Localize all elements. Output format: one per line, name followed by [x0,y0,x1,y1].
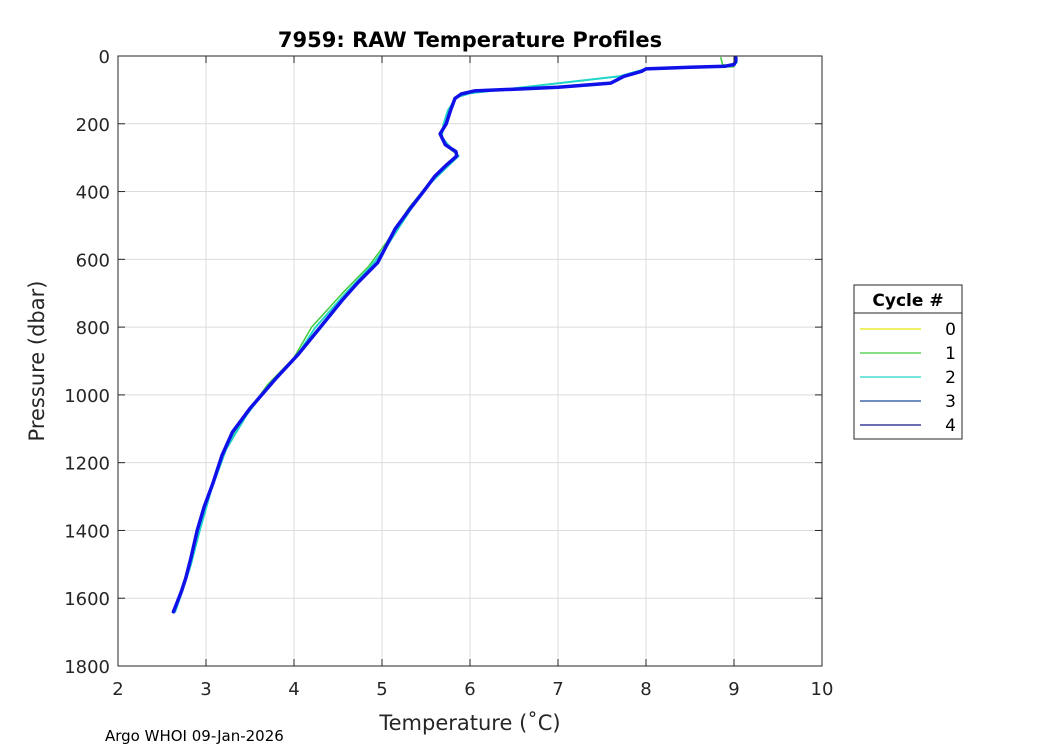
series-layer [171,55,738,614]
legend-title: Cycle # [872,291,943,311]
x-tick-label: 5 [376,679,387,700]
y-tick-label: 1600 [64,589,110,610]
x-tick-label: 10 [811,679,834,700]
y-tick-label: 1800 [64,657,110,678]
legend: Cycle # 0 1 2 3 4 [853,284,963,440]
y-tick-label: 600 [76,250,110,271]
y-tick-label: 1000 [64,386,110,407]
ticks [117,55,823,667]
y-tick-label: 800 [76,318,110,339]
y-tick-label: 1400 [64,521,110,542]
y-tick-label: 1200 [64,454,110,475]
legend-label-cycle-4: 4 [945,416,956,436]
series-line-cycle-4 [171,55,738,614]
x-tick-label: 6 [464,679,475,700]
legend-entries: 0 1 2 3 4 [860,320,956,436]
y-tick-label: 200 [76,115,110,136]
x-tick-label: 9 [728,679,739,700]
legend-label-cycle-2: 2 [945,368,956,388]
y-tick-label: 0 [99,47,110,68]
x-tick-label: 7 [552,679,563,700]
footer-credit: Argo WHOI 09-Jan-2026 [105,727,284,745]
legend-label-cycle-3: 3 [945,392,956,412]
legend-label-cycle-0: 0 [945,320,956,340]
chart-title: 7959: RAW Temperature Profiles [278,28,662,52]
x-tick-label: 2 [112,679,123,700]
x-tick-label: 3 [200,679,211,700]
x-tick-label: 8 [640,679,651,700]
legend-label-cycle-1: 1 [945,344,956,364]
y-tick-label: 400 [76,183,110,204]
y-axis-label: Pressure (dbar) [25,281,49,442]
x-axis-label: Temperature (˚C) [378,711,560,735]
legend-box [853,284,963,440]
tick-labels: 2 3 4 5 6 7 8 9 10 0 200 400 600 800 1000 1200 1400 1600 1… [64,47,833,700]
x-tick-label: 4 [288,679,299,700]
